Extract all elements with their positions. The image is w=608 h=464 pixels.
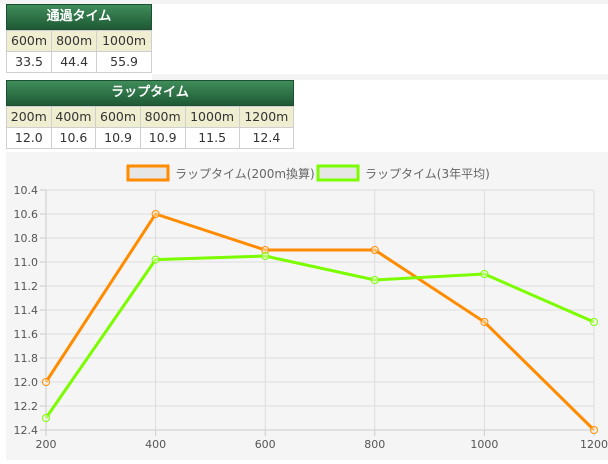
lap-header-cell: 400m bbox=[50, 106, 97, 128]
y-tick-label: 11.4 bbox=[14, 304, 39, 317]
y-tick-label: 12.0 bbox=[14, 376, 39, 389]
lap-value-cell: 10.9 bbox=[139, 127, 186, 149]
passing-header-cell: 600m bbox=[5, 30, 53, 52]
lap-time-chart: 10.4 10.6 10.8 11.0 11.2 11.4 11.6 11.8 12.0 12.2… bbox=[6, 152, 608, 460]
passing-header-cell: 1000m bbox=[96, 30, 152, 52]
data-point-1 bbox=[42, 378, 50, 386]
passing-value-cell: 55.9 bbox=[96, 51, 152, 73]
lap-header-cell: 1200m bbox=[238, 106, 295, 128]
passing-time-grid: 600m 800m 1000m 33.5 44.4 55.9 bbox=[5, 30, 152, 73]
lap-value-cell: 11.5 bbox=[184, 127, 240, 149]
series-line-1 bbox=[44, 212, 596, 432]
data-point-1 bbox=[480, 318, 489, 326]
passing-value-cell: 44.4 bbox=[51, 51, 98, 73]
passing-value-cell: 33.5 bbox=[5, 51, 53, 73]
y-tick-label: 11.2 bbox=[14, 280, 39, 293]
y-tick-label: 10.8 bbox=[14, 232, 39, 245]
legend-label: ラップタイム(3年平均) bbox=[365, 167, 490, 181]
x-tick-label: 1200 bbox=[580, 438, 608, 451]
passing-time-table: 通過タイム 600m 800m 1000m 33.5 44.4 55.9 bbox=[5, 4, 152, 73]
y-tick-label: 11.6 bbox=[14, 328, 39, 341]
data-point-1 bbox=[261, 246, 270, 254]
legend-label: ラップタイム(200m換算) bbox=[175, 166, 315, 181]
passing-header-cell: 800m bbox=[51, 30, 98, 52]
series-line-2 bbox=[44, 254, 595, 419]
y-tick-label: 12.4 bbox=[14, 424, 39, 437]
data-point-2 bbox=[42, 414, 50, 422]
lap-header-cell: 200m bbox=[6, 106, 52, 128]
lap-header-cell: 600m bbox=[95, 106, 141, 128]
data-point-2 bbox=[261, 252, 270, 260]
data-point-2 bbox=[151, 255, 160, 264]
data-point-1 bbox=[370, 246, 379, 254]
y-tick-label: 10.4 bbox=[14, 184, 39, 197]
lap-value-cell: 12.0 bbox=[6, 127, 52, 149]
lap-time-grid: 200m 400m 600m 800m 1000m 1200m 12.0 10.… bbox=[6, 106, 295, 149]
x-tick-label: 400 bbox=[145, 438, 166, 451]
lap-header-cell: 1000m bbox=[184, 106, 240, 128]
y-tick-label: 11.8 bbox=[14, 352, 39, 365]
y-tick-label: 12.2 bbox=[14, 400, 39, 413]
y-tick-label: 10.6 bbox=[14, 208, 39, 221]
lap-value-cell: 10.9 bbox=[95, 127, 141, 149]
legend-swatch bbox=[316, 164, 360, 182]
data-point-1 bbox=[151, 210, 160, 218]
lap-time-table: ラップタイム 200m 400m 600m 800m 1000m 1200m 1… bbox=[6, 80, 295, 149]
legend-swatch bbox=[126, 164, 170, 182]
data-point-1 bbox=[590, 426, 598, 434]
lap-value-cell: 10.6 bbox=[50, 127, 97, 149]
chart-svg: 10.4 10.6 10.8 11.0 11.2 11.4 11.6 11.8 12.0 12.2… bbox=[14, 164, 608, 451]
x-tick-label: 200 bbox=[36, 438, 57, 451]
data-point-2 bbox=[480, 270, 489, 278]
x-tick-label: 600 bbox=[255, 438, 276, 451]
lap-time-title: ラップタイム bbox=[6, 80, 294, 106]
lap-value-cell: 12.4 bbox=[238, 127, 295, 149]
lap-header-cell: 800m bbox=[139, 106, 186, 128]
y-tick-label: 11.0 bbox=[14, 256, 39, 269]
x-tick-label: 1000 bbox=[470, 438, 498, 451]
data-point-2 bbox=[590, 318, 598, 326]
x-tick-label: 800 bbox=[364, 438, 385, 451]
passing-time-title: 通過タイム bbox=[6, 4, 152, 30]
data-point-2 bbox=[370, 276, 379, 284]
